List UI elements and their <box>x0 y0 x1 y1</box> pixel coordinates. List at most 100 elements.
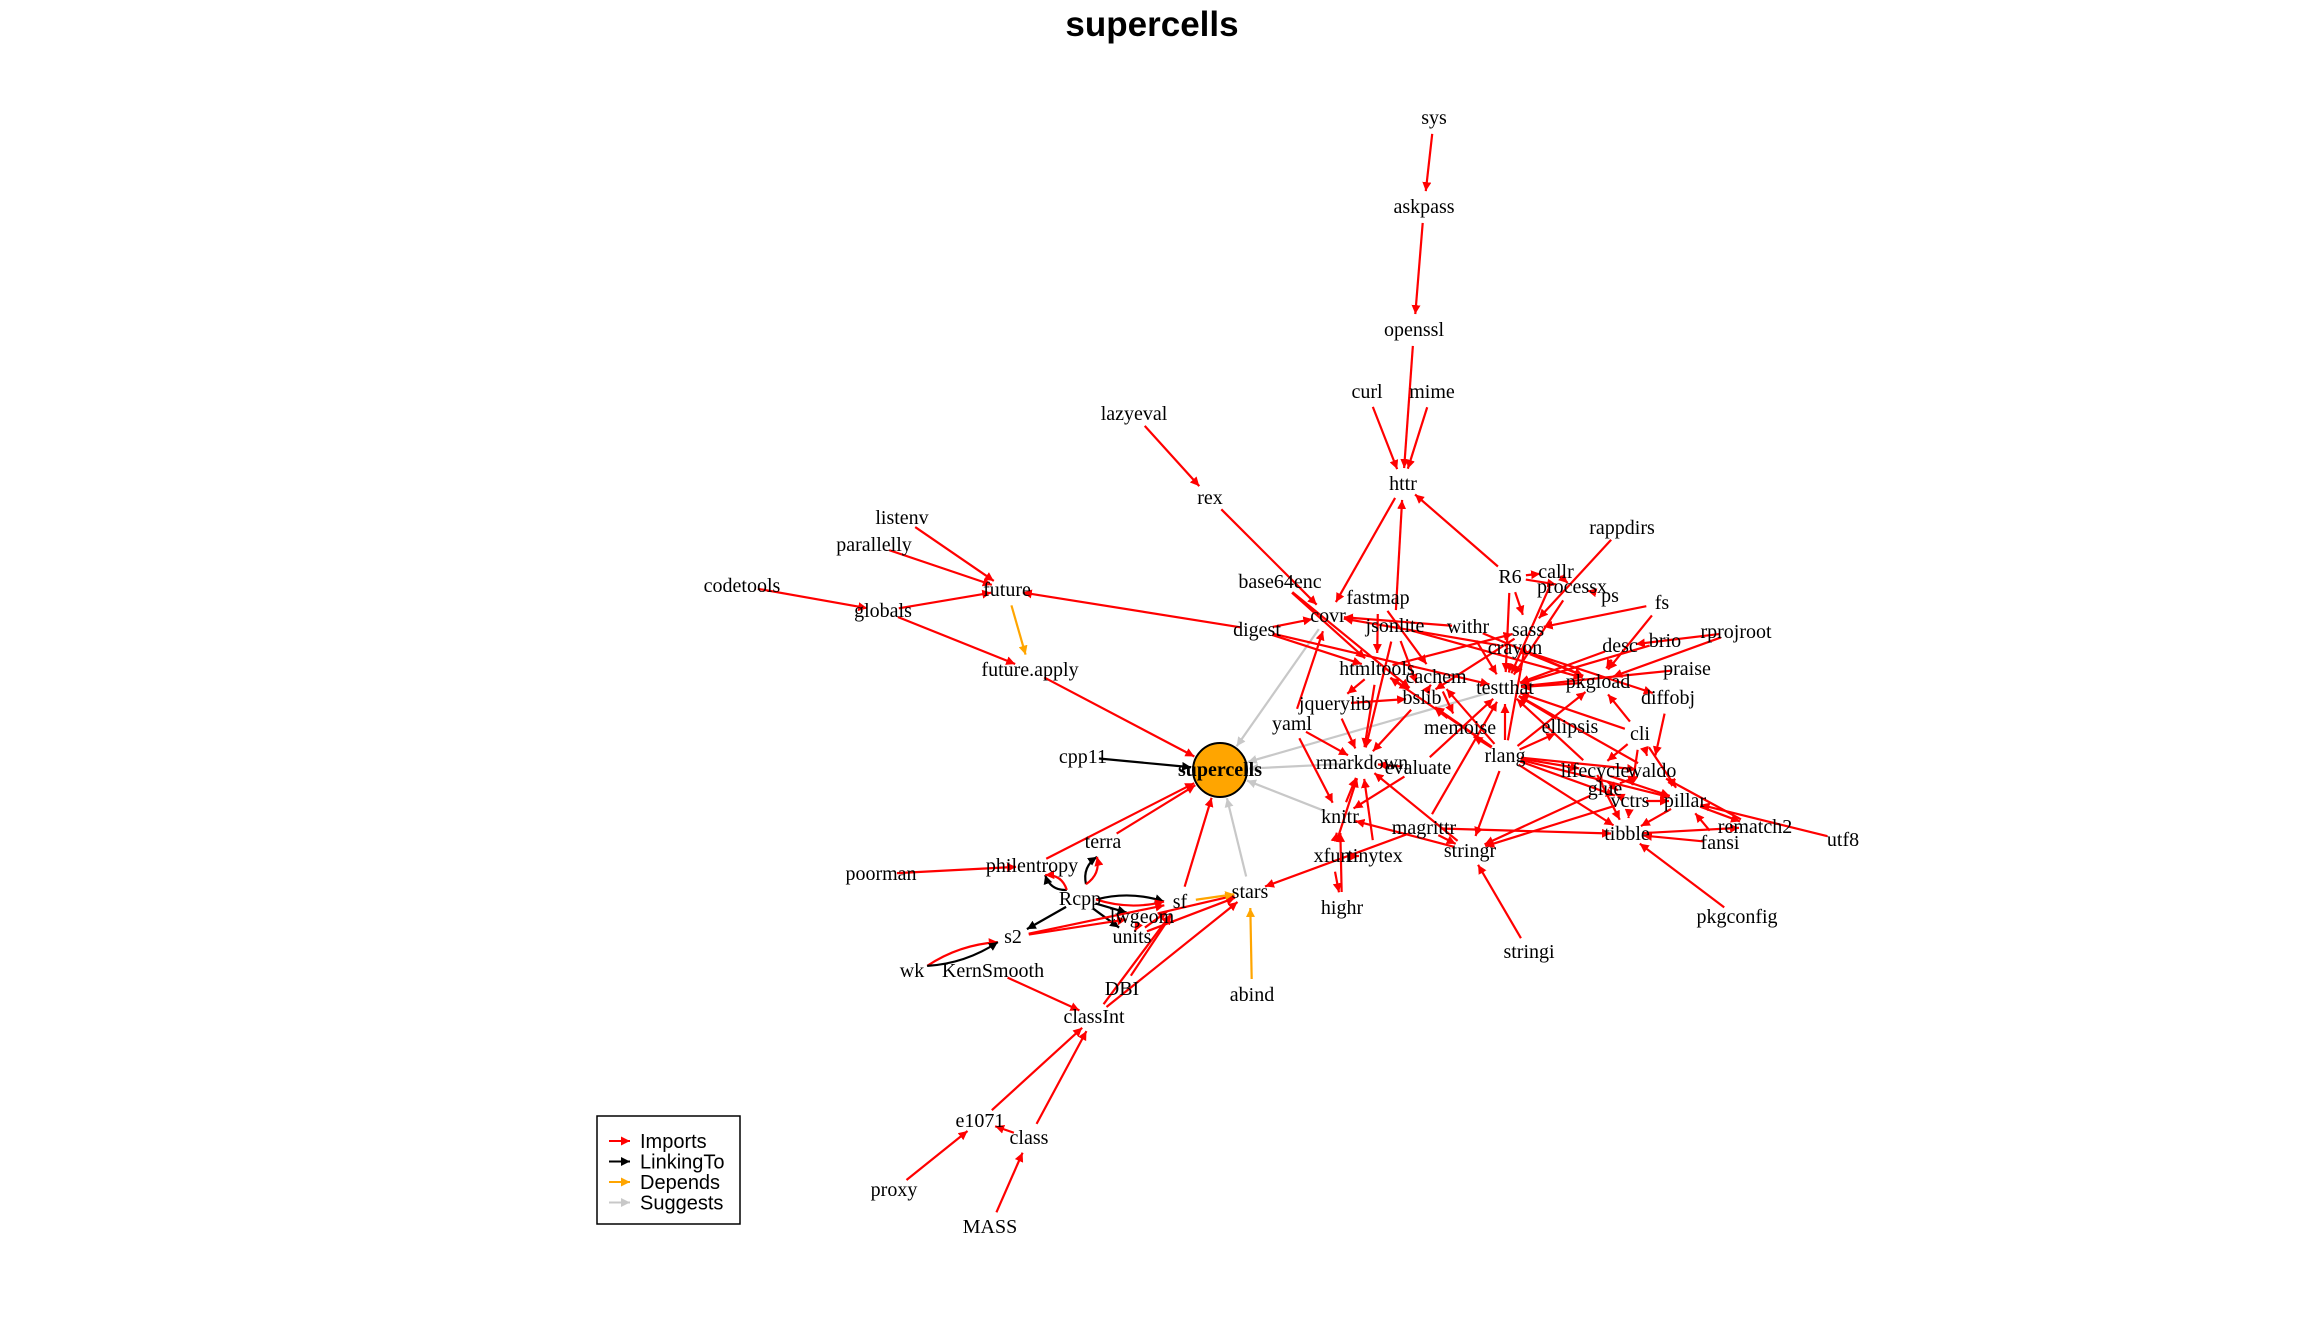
edge-sf-to-supercells <box>1183 797 1214 888</box>
edge-evaluate-to-knitr <box>1352 775 1406 810</box>
edge-cli-to-pkgload <box>1607 693 1631 723</box>
edge-base64enc-to-htmltools <box>1291 591 1366 660</box>
node-vctrs: vctrs <box>1611 790 1650 812</box>
edge-jquerylib-to-bslib <box>1350 695 1407 705</box>
edge-stringr-to-rmarkdown <box>1373 772 1459 842</box>
edge-rprojroot-to-desc <box>1635 632 1721 648</box>
edge-ps-to-processx <box>1587 588 1598 598</box>
edge-rlang-to-stringr <box>1474 770 1501 837</box>
edge-highr-to-knitr <box>1336 832 1346 893</box>
edge-KernSmooth-to-classInt <box>1007 976 1080 1012</box>
node-askpass: askpass <box>1393 196 1454 218</box>
edge-digest-to-htmltools <box>1271 633 1363 666</box>
edge-fastmap-to-htmltools <box>1372 613 1382 654</box>
node-rprojroot: rprojroot <box>1700 621 1772 643</box>
edge-s2-to-lwgeom <box>1028 916 1127 936</box>
edge-listenv-to-future <box>914 526 995 582</box>
node-httr: httr <box>1389 473 1417 495</box>
node-rmarkdown: rmarkdown <box>1316 752 1408 774</box>
node-highr: highr <box>1321 897 1364 919</box>
node-lazyeval: lazyeval <box>1101 403 1168 425</box>
node-fansi: fansi <box>1701 832 1740 854</box>
edge-tibble-to-rematch2 <box>1642 823 1740 835</box>
node-lwgeom: lwgeom <box>1110 906 1175 928</box>
edge-cli-to-lifecycle <box>1606 743 1629 762</box>
edge-pkgload-to-testthat <box>1520 681 1583 691</box>
node-crayon: crayon <box>1488 637 1542 659</box>
edge-praise-to-testthat <box>1520 669 1672 690</box>
edge-Rcpp-to-sf <box>1095 894 1165 904</box>
edge-jsonlite-to-httr <box>1394 499 1407 611</box>
legend-label-suggests: Suggests <box>640 1193 723 1215</box>
edge-mime-to-httr <box>1406 406 1429 470</box>
node-bslib: bslib <box>1403 687 1442 709</box>
node-ellipsis: ellipsis <box>1542 716 1599 738</box>
node-testthat: testthat <box>1476 677 1534 699</box>
node-utf8: utf8 <box>1827 829 1859 851</box>
edge-htmltools-to-sass <box>1392 631 1513 667</box>
node-mime: mime <box>1409 381 1455 403</box>
edge-class-to-e1071 <box>994 1124 1015 1134</box>
edge-lifecycle-to-testthat <box>1516 698 1584 761</box>
node-classInt: classInt <box>1063 1006 1125 1028</box>
edge-glue-to-lifecycle <box>1594 774 1604 786</box>
node-listenv: listenv <box>875 507 928 529</box>
graph-title: supercells <box>1065 5 1238 44</box>
node-yaml: yaml <box>1272 713 1312 735</box>
edge-xfun-to-highr <box>1332 871 1342 893</box>
node-DBI: DBI <box>1105 978 1139 1000</box>
node-stars: stars <box>1232 881 1269 903</box>
node-cpp11: cpp11 <box>1059 746 1107 768</box>
edge-fs-to-sass <box>1543 605 1647 630</box>
edge-crayon-to-pkgload <box>1529 653 1584 677</box>
node-memoise: memoise <box>1424 717 1496 739</box>
edge-R6-to-sass <box>1514 591 1525 616</box>
edge-proxy-to-e1071 <box>905 1130 969 1181</box>
edge-pkgconfig-to-tibble <box>1639 842 1725 909</box>
edge-processx-to-callr <box>1558 573 1569 584</box>
node-stringi: stringi <box>1503 941 1555 963</box>
node-waldo: waldo <box>1628 760 1677 782</box>
node-poorman: poorman <box>845 863 916 885</box>
edge-sass-to-bslib <box>1434 637 1516 691</box>
edge-xfun-to-rmarkdown <box>1335 777 1359 842</box>
node-tinytex: tinytex <box>1347 845 1403 867</box>
node-diffobj: diffobj <box>1641 687 1695 709</box>
node-jquerylib: jquerylib <box>1298 693 1371 715</box>
edge-lwgeom-to-stars <box>1157 893 1235 915</box>
edge-e1071-to-classInt <box>991 1026 1083 1112</box>
node-knitr: knitr <box>1321 806 1359 828</box>
node-cli: cli <box>1630 723 1650 745</box>
node-htmltools: htmltools <box>1339 658 1415 680</box>
edge-rlang-to-cachem <box>1445 688 1496 745</box>
edge-lifecycle-to-pillar <box>1609 775 1671 798</box>
edge-rlang-to-ellipsis <box>1519 732 1556 751</box>
node-units: units <box>1113 926 1152 948</box>
edge-R6-to-httr <box>1414 493 1499 568</box>
edge-future-to-future.apply <box>1010 605 1028 655</box>
node-callr: callr <box>1538 561 1574 583</box>
node-covr: covr <box>1310 605 1346 627</box>
edge-rlang-to-lifecycle <box>1520 757 1580 772</box>
node-magrittr: magrittr <box>1392 817 1457 839</box>
edge-diffobj-to-waldo <box>1652 713 1666 756</box>
node-evaluate: evaluate <box>1385 757 1452 779</box>
edge-cli-to-waldo <box>1640 745 1649 757</box>
node-ps: ps <box>1601 585 1619 607</box>
node-xfun: xfun <box>1314 845 1351 867</box>
node-praise: praise <box>1663 658 1711 680</box>
edge-lifecycle-to-tibble <box>1601 784 1621 821</box>
edge-future.apply-to-supercells <box>1043 676 1195 758</box>
node-R6: R6 <box>1498 566 1521 588</box>
node-future.apply: future.apply <box>981 659 1078 681</box>
edge-R6-to-processx <box>1525 578 1557 588</box>
node-rematch2: rematch2 <box>1718 816 1792 838</box>
edge-knitr-to-supercells <box>1246 779 1326 813</box>
edge-class-to-classInt <box>1035 1030 1088 1125</box>
node-rappdirs: rappdirs <box>1589 517 1655 539</box>
edge-glue-to-stringr <box>1484 794 1591 846</box>
edge-jquerylib-to-rmarkdown <box>1340 718 1357 749</box>
edges-layer <box>757 133 1828 1213</box>
edge-bslib-to-rmarkdown <box>1372 709 1412 752</box>
